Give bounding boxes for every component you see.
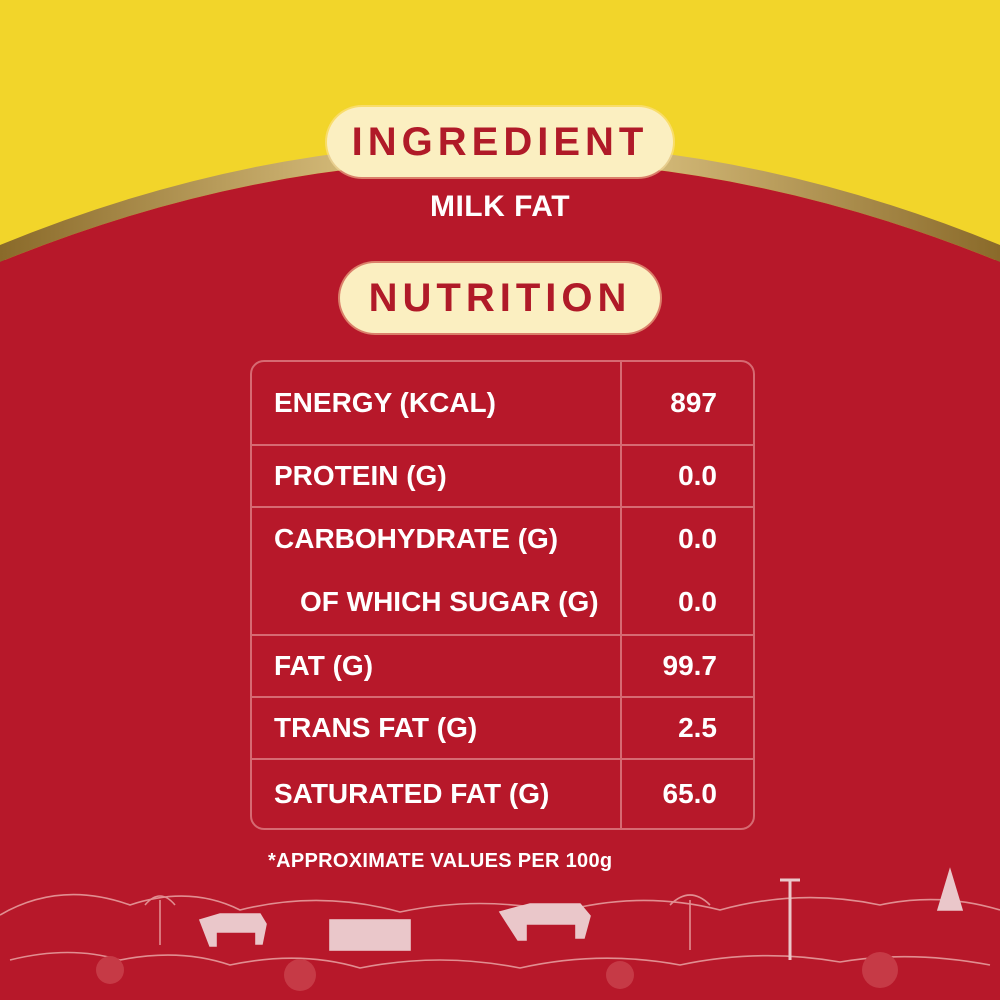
row-divider <box>252 444 753 446</box>
table-row: FAT (G) 99.7 <box>252 636 753 696</box>
row-divider <box>252 506 753 508</box>
table-row: SATURATED FAT (G) 65.0 <box>252 760 753 828</box>
row-label: ENERGY (KCAL) <box>274 387 496 418</box>
row-value: 2.5 <box>678 712 717 743</box>
row-value: 0.0 <box>678 586 717 617</box>
row-label: SATURATED FAT (G) <box>274 778 550 809</box>
table-row: CARBOHYDRATE (G) 0.0 <box>252 508 753 570</box>
row-value: 65.0 <box>662 778 718 809</box>
table-row: ENERGY (KCAL) 897 <box>252 362 753 444</box>
ingredient-value: MILK FAT <box>429 190 571 223</box>
row-label: TRANS FAT (G) <box>274 712 478 743</box>
table-row: PROTEIN (G) 0.0 <box>252 446 753 506</box>
row-value: 0.0 <box>678 460 717 491</box>
footnote: *APPROXIMATE VALUES PER 100g <box>268 850 613 872</box>
village-scene-illustration <box>0 867 1000 991</box>
gold-rim-arc <box>0 142 1000 262</box>
table-column-divider <box>620 362 622 828</box>
table-row: TRANS FAT (G) 2.5 <box>252 698 753 758</box>
row-label: OF WHICH SUGAR (G) <box>300 586 599 617</box>
row-label: CARBOHYDRATE (G) <box>274 523 559 554</box>
nutrition-heading: NUTRITION <box>368 276 632 320</box>
row-value: 0.0 <box>678 523 717 554</box>
row-divider <box>252 696 753 698</box>
row-value: 897 <box>670 387 717 418</box>
ingredient-heading-pill: INGREDIENT <box>327 107 673 177</box>
row-divider <box>252 758 753 760</box>
row-label: FAT (G) <box>274 650 374 681</box>
nutrition-table: ENERGY (KCAL) 897 PROTEIN (G) 0.0 CARBOH… <box>250 360 755 830</box>
table-row: OF WHICH SUGAR (G) 0.0 <box>252 570 753 634</box>
row-label: PROTEIN (G) <box>274 460 447 491</box>
row-value: 99.7 <box>662 650 718 681</box>
ingredient-heading: INGREDIENT <box>351 120 649 164</box>
nutrition-heading-pill: NUTRITION <box>340 263 660 333</box>
row-divider <box>252 634 753 636</box>
